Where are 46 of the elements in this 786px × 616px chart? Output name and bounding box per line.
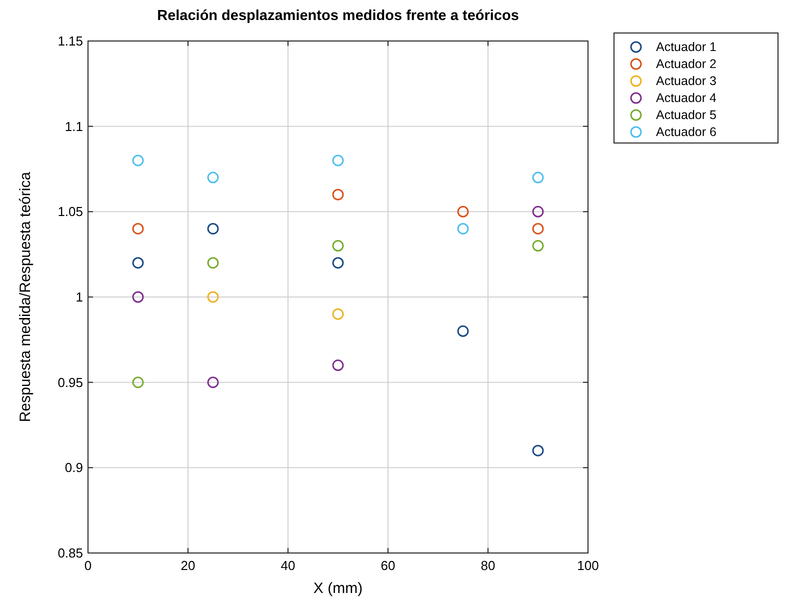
point xyxy=(457,206,469,218)
y-tick-label: 1 xyxy=(76,290,83,304)
x-tick-label: 100 xyxy=(577,558,599,573)
point xyxy=(207,376,219,388)
point xyxy=(532,222,544,234)
legend-label: Actuador 3 xyxy=(656,74,717,88)
point xyxy=(132,257,144,269)
x-tick-label: 60 xyxy=(380,558,396,573)
y-tick-label: 0.9 xyxy=(64,460,83,476)
point xyxy=(332,360,344,372)
point xyxy=(532,240,544,252)
chart-title: Relación desplazamientos medidos frente a teóricos xyxy=(157,8,519,24)
x-tick-label: 40 xyxy=(280,558,296,573)
y-tick-label: 0.95 xyxy=(58,374,83,390)
y-tick-label: 1.1 xyxy=(64,118,83,134)
legend-label: Actuador 4 xyxy=(656,91,717,105)
point xyxy=(207,291,219,303)
point xyxy=(207,222,219,234)
point xyxy=(132,291,144,303)
y-tick-label: 1.05 xyxy=(58,204,83,220)
x-axis-title: X (mm) xyxy=(313,580,363,597)
point xyxy=(532,172,544,184)
point xyxy=(332,240,344,252)
point xyxy=(332,188,344,200)
point xyxy=(207,257,219,269)
point xyxy=(207,172,219,184)
legend-label: Actuador 2 xyxy=(656,57,717,71)
point xyxy=(332,257,344,269)
point xyxy=(532,444,544,456)
x-tick-label: 80 xyxy=(480,558,496,573)
y-tick-label: 0.85 xyxy=(58,546,83,560)
point xyxy=(457,325,469,337)
point xyxy=(132,376,144,388)
point xyxy=(457,222,469,234)
legend-label: Actuador 6 xyxy=(656,125,717,139)
point xyxy=(332,308,344,320)
point xyxy=(532,206,544,218)
x-tick-label: 0 xyxy=(84,558,92,573)
legend-label: Actuador 1 xyxy=(656,40,717,54)
legend-label: Actuador 5 xyxy=(656,108,717,122)
y-tick-label: 1.15 xyxy=(58,34,83,48)
y-axis-title: Respuesta medida/Respuesta teórica xyxy=(17,171,34,422)
x-tick-label: 20 xyxy=(180,558,196,573)
point xyxy=(332,154,344,166)
point xyxy=(132,222,144,234)
point xyxy=(132,154,144,166)
